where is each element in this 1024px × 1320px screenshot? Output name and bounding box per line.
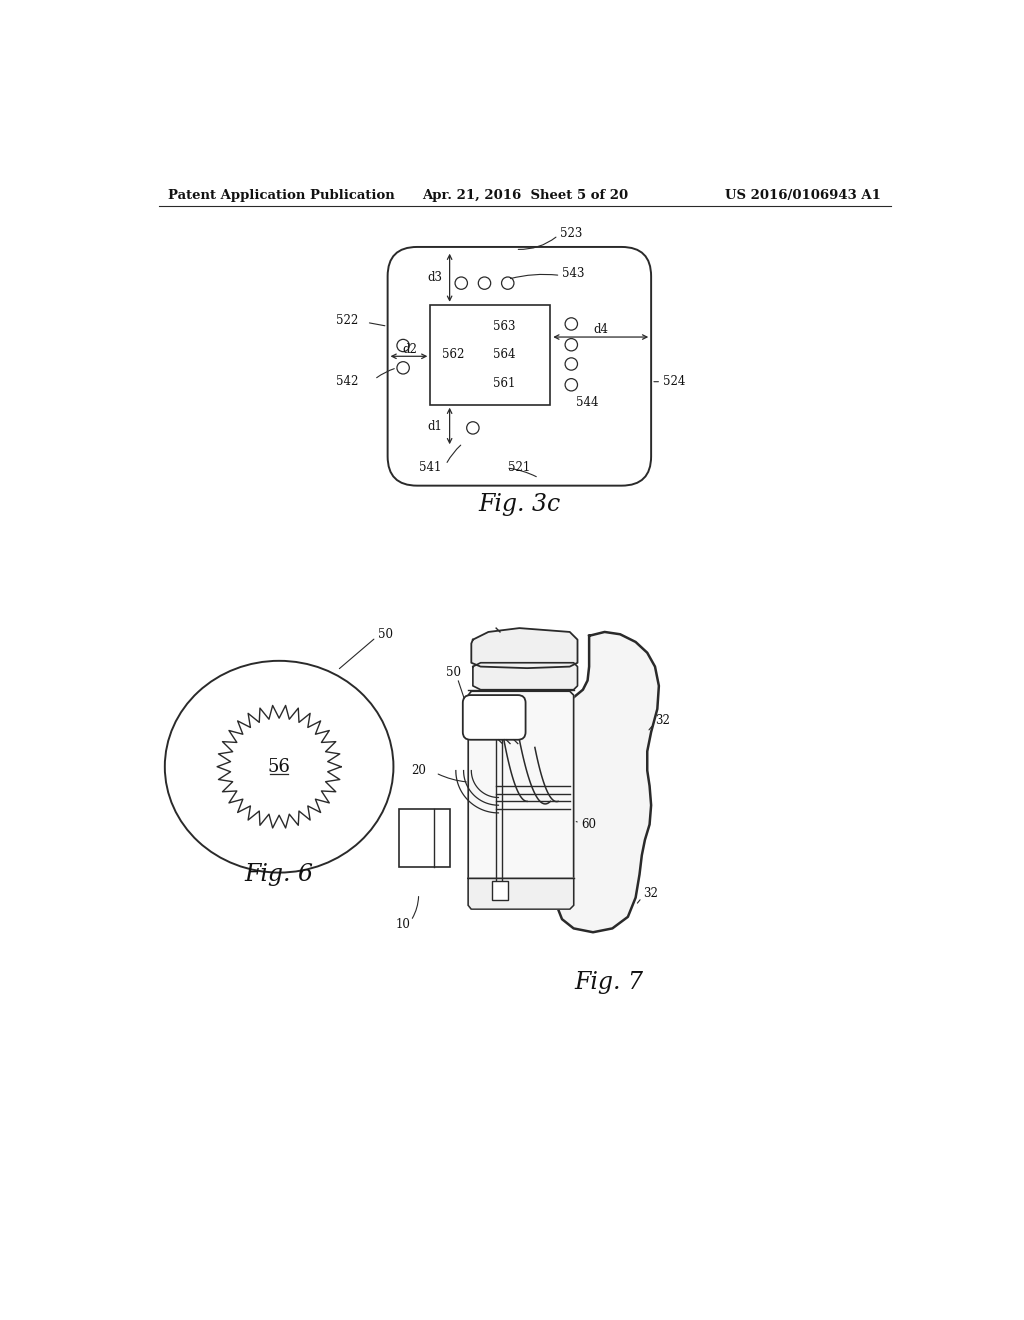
Text: 563: 563	[493, 319, 515, 333]
Text: 20: 20	[412, 764, 426, 777]
Bar	[399, 809, 450, 867]
Text: Apr. 21, 2016  Sheet 5 of 20: Apr. 21, 2016 Sheet 5 of 20	[422, 189, 628, 202]
Ellipse shape	[165, 661, 393, 873]
Polygon shape	[468, 878, 573, 909]
Text: 564: 564	[493, 348, 515, 362]
Text: Fig. 3c: Fig. 3c	[478, 494, 560, 516]
Text: d3: d3	[427, 271, 442, 284]
Polygon shape	[554, 632, 658, 932]
Text: 562: 562	[442, 348, 465, 362]
Text: 32: 32	[643, 887, 658, 900]
Text: Fig. 6: Fig. 6	[245, 863, 313, 886]
Text: 521: 521	[508, 462, 530, 474]
Circle shape	[565, 339, 578, 351]
Text: 543: 543	[562, 268, 585, 280]
FancyBboxPatch shape	[388, 247, 651, 486]
Polygon shape	[468, 692, 573, 909]
Circle shape	[455, 277, 467, 289]
Text: Patent Application Publication: Patent Application Publication	[168, 189, 395, 202]
Circle shape	[397, 362, 410, 374]
Text: 544: 544	[575, 396, 598, 409]
Text: 50: 50	[445, 667, 461, 680]
Circle shape	[502, 277, 514, 289]
Text: 50: 50	[378, 628, 392, 640]
Text: 542: 542	[336, 375, 358, 388]
Circle shape	[478, 277, 490, 289]
Circle shape	[397, 339, 410, 351]
Text: 541: 541	[419, 462, 441, 474]
Bar	[493, 880, 508, 900]
Text: 56: 56	[267, 758, 291, 776]
Polygon shape	[471, 628, 578, 668]
Text: d4: d4	[593, 323, 608, 335]
FancyBboxPatch shape	[463, 696, 525, 739]
Text: 522: 522	[336, 314, 358, 326]
Text: 60: 60	[582, 818, 596, 832]
Text: Fig. 7: Fig. 7	[574, 970, 643, 994]
Text: 523: 523	[560, 227, 583, 240]
Text: 524: 524	[663, 375, 685, 388]
Text: d2: d2	[401, 343, 417, 356]
Bar	[430, 305, 550, 405]
Text: 10: 10	[395, 917, 411, 931]
Circle shape	[565, 379, 578, 391]
Circle shape	[565, 318, 578, 330]
Text: 32: 32	[655, 714, 670, 727]
Polygon shape	[473, 663, 578, 689]
Text: d1: d1	[427, 420, 442, 433]
Text: 561: 561	[493, 376, 515, 389]
Circle shape	[565, 358, 578, 370]
Text: US 2016/0106943 A1: US 2016/0106943 A1	[725, 189, 882, 202]
Circle shape	[467, 422, 479, 434]
